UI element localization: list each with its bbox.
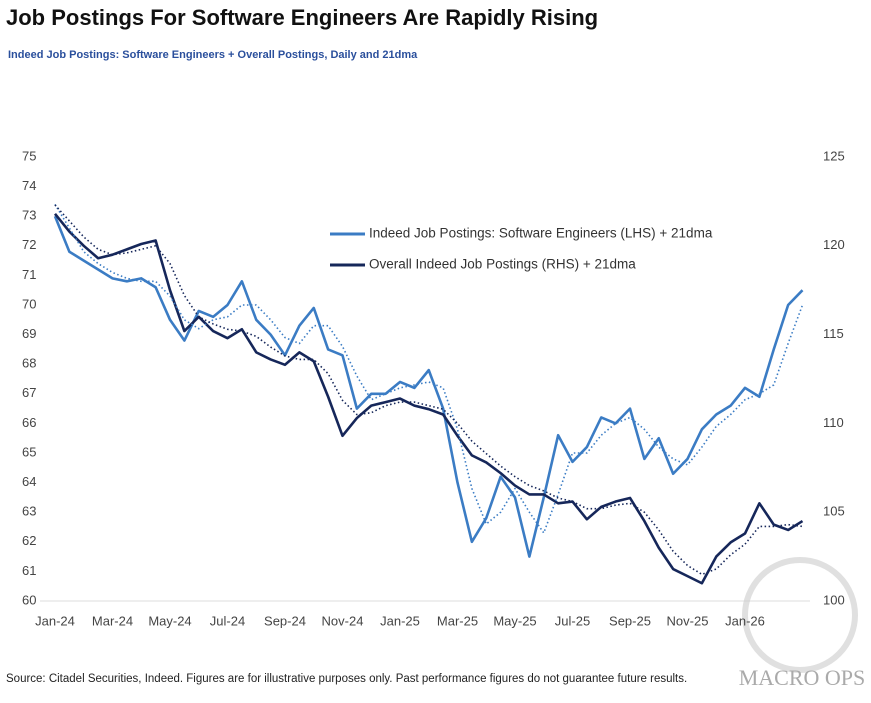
source-note: Source: Citadel Securities, Indeed. Figu… [6,673,687,685]
average-line [54,203,804,534]
legend-label: Indeed Job Postings: Software Engineers … [369,226,713,241]
x-tick-label: Jan-25 [380,613,420,628]
y2-tick-label: 105 [823,504,845,519]
x-tick-label: May-24 [148,613,191,628]
y-tick-label: 61 [22,563,36,578]
x-tick-label: Sep-24 [264,613,306,628]
x-tick-label: May-25 [493,613,536,628]
y2-tick-label: 125 [823,148,845,163]
y-tick-label: 72 [22,237,36,252]
x-tick-label: Nov-25 [667,613,709,628]
x-tick-label: Jul-24 [210,613,245,628]
y2-tick-label: 110 [823,415,844,430]
chart-title: Job Postings For Software Engineers Are … [6,5,598,30]
watermark-circle [742,557,858,673]
y-tick-label: 62 [22,533,36,548]
x-tick-label: Jan-24 [35,613,75,628]
legend-label: Overall Indeed Job Postings (RHS) + 21dm… [369,257,636,272]
x-tick-label: Mar-24 [92,613,133,628]
x-tick-label: Sep-25 [609,613,651,628]
y-tick-label: 60 [22,592,36,607]
y-tick-label: 75 [22,148,36,163]
y-tick-label: 71 [22,267,36,282]
x-tick-label: Mar-25 [437,613,478,628]
x-tick-label: Jul-25 [555,613,590,628]
y-tick-label: 67 [22,385,36,400]
y2-tick-label: 120 [823,237,845,252]
y-tick-label: 64 [22,474,36,489]
y-tick-label: 69 [22,326,36,341]
y-tick-label: 66 [22,415,36,430]
y2-tick-label: 100 [823,592,845,607]
y-tick-label: 73 [22,208,36,223]
y-tick-label: 70 [22,296,36,311]
y-tick-label: 68 [22,356,36,371]
y-tick-label: 63 [22,504,36,519]
series-line [53,213,804,585]
series-line [53,215,804,558]
y-tick-label: 65 [22,444,36,459]
average-line [54,204,803,576]
y-tick-label: 74 [22,178,36,193]
x-tick-label: Nov-24 [322,613,364,628]
y2-tick-label: 115 [823,326,844,341]
chart-subtitle: Indeed Job Postings: Software Engineers … [8,49,418,61]
x-tick-label: Jan-26 [725,613,765,628]
watermark: MACRO OPS [739,665,866,690]
